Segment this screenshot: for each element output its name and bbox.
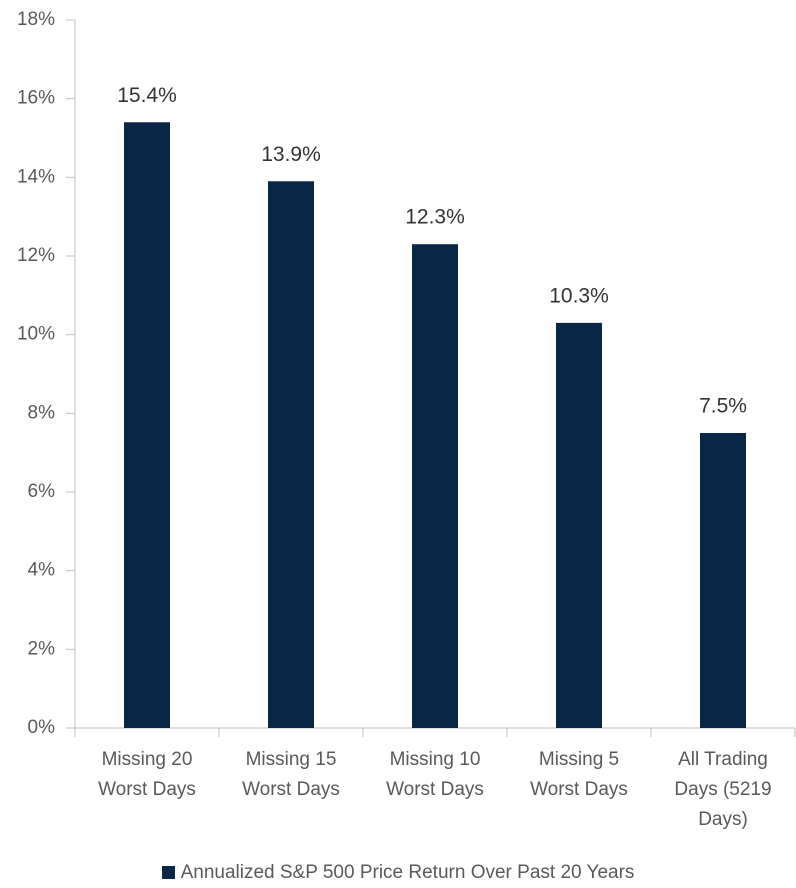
x-tick-label: All Trading Days (5219 Days): [674, 749, 772, 830]
x-tick-label: Missing 20 Worst Days: [98, 749, 196, 800]
bar: [124, 122, 170, 729]
legend-label: Annualized S&P 500 Price Return Over Pas…: [180, 862, 635, 883]
bar: [556, 322, 602, 728]
data-label: 13.9%: [261, 143, 321, 166]
y-tick-label: 10%: [17, 324, 55, 345]
x-tick-label: Missing 15 Worst Days: [242, 749, 340, 800]
y-tick-label: 18%: [17, 9, 55, 30]
y-tick-label: 14%: [17, 166, 55, 187]
bar: [700, 433, 746, 728]
y-tick-label: 0%: [28, 717, 56, 738]
y-tick-label: 6%: [28, 481, 56, 502]
x-tick-label: Missing 5 Worst Days: [530, 749, 628, 800]
bar: [412, 244, 458, 728]
y-tick-label: 12%: [17, 245, 55, 266]
data-label: 15.4%: [117, 84, 177, 107]
x-tick-label: Missing 10 Worst Days: [386, 749, 484, 800]
data-label: 7.5%: [699, 395, 747, 418]
data-label: 10.3%: [549, 284, 609, 307]
y-tick-label: 16%: [17, 88, 55, 109]
bar: [268, 181, 314, 728]
y-tick-label: 2%: [28, 638, 56, 659]
y-tick-label: 8%: [28, 402, 56, 423]
data-label: 12.3%: [405, 206, 465, 229]
y-tick-label: 4%: [28, 560, 56, 581]
legend-swatch: [161, 866, 175, 879]
legend: Annualized S&P 500 Price Return Over Pas…: [0, 862, 796, 884]
